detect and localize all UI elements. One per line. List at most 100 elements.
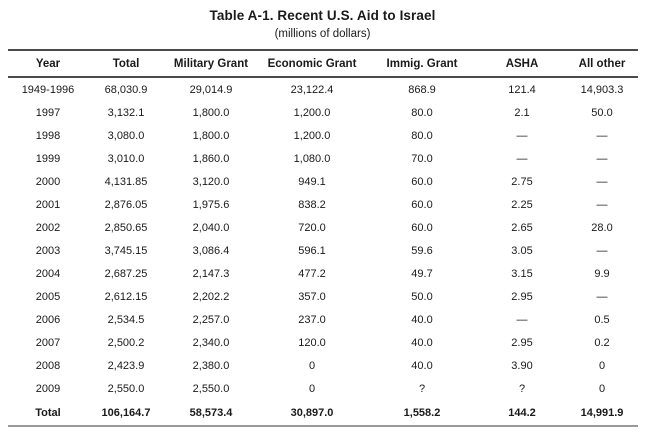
- value-cell-asha: 3.05: [511, 244, 533, 257]
- year-cell: 2001: [35, 198, 61, 211]
- total-label: Total: [8, 400, 88, 427]
- value-cell-economic-grant: 0: [308, 359, 316, 372]
- value-cell-total: 2,500.2: [107, 336, 145, 349]
- value-cell-all-other: —: [596, 152, 608, 165]
- value-cell-economic-grant: 237.0: [298, 313, 326, 326]
- value-cell-asha: —: [516, 129, 528, 142]
- value-cell-economic-grant: 23,122.4: [290, 83, 334, 96]
- table-row-2002: 2002 2,850.65 2,040.0 720.0 60.0 2.65 28.0: [8, 216, 638, 239]
- value-cell-total: 2,876.05: [104, 198, 148, 211]
- table-row-1997: 1997 3,132.1 1,800.0 1,200.0 80.0 2.1 50.0: [8, 101, 638, 124]
- value-cell-all-other: 0.2: [594, 336, 610, 349]
- table-row-2006: 2006 2,534.5 2,257.0 237.0 40.0 — 0.5: [8, 308, 638, 331]
- year-cell: 2003: [35, 244, 61, 257]
- value-cell-total: 2,850.65: [104, 221, 148, 234]
- header-row: Year Total Military Grant Economic Grant Imm…: [8, 49, 638, 78]
- value-cell-total: 2,612.15: [104, 290, 148, 303]
- table-body: 1949-1996 68,030.9 29,014.9 23,122.4 868.9 12…: [8, 77, 638, 400]
- value-cell-total: 3,745.15: [104, 244, 148, 257]
- total-value-immig-grant: 1,558.2: [366, 400, 478, 427]
- total-value-asha: 144.2: [478, 400, 566, 427]
- value-cell-all-other: 0.5: [594, 313, 610, 326]
- table-row-2007: 2007 2,500.2 2,340.0 120.0 40.0 2.95 0.2: [8, 331, 638, 354]
- value-cell-military-grant: 2,257.0: [192, 313, 230, 326]
- year-cell: 2007: [35, 336, 61, 349]
- value-cell-all-other: —: [596, 129, 608, 142]
- value-cell-asha: 2.75: [511, 175, 533, 188]
- table-row-2008: 2008 2,423.9 2,380.0 0 40.0 3.90 0: [8, 354, 638, 377]
- value-cell-immig-grant: ?: [418, 382, 426, 395]
- value-cell-total: 2,550.0: [107, 382, 145, 395]
- value-cell-military-grant: 2,340.0: [192, 336, 230, 349]
- column-header-military-grant: Military Grant: [164, 49, 258, 78]
- value-cell-economic-grant: 596.1: [298, 244, 326, 257]
- value-cell-economic-grant: 838.2: [298, 198, 326, 211]
- value-cell-immig-grant: 60.0: [411, 198, 433, 211]
- value-cell-asha: 3.90: [511, 359, 533, 372]
- value-cell-all-other: 50.0: [591, 106, 613, 119]
- value-cell-immig-grant: 80.0: [411, 129, 433, 142]
- value-cell-military-grant: 2,147.3: [192, 267, 230, 280]
- value-cell-economic-grant: 1,200.0: [293, 129, 331, 142]
- value-cell-military-grant: 3,120.0: [192, 175, 230, 188]
- year-cell: 2004: [35, 267, 61, 280]
- value-cell-asha: —: [516, 152, 528, 165]
- value-cell-all-other: 9.9: [594, 267, 610, 280]
- value-cell-total: 3,010.0: [107, 152, 145, 165]
- column-header-year: Year: [8, 49, 88, 78]
- year-cell: 2008: [35, 359, 61, 372]
- value-cell-immig-grant: 60.0: [411, 175, 433, 188]
- table-row-2004: 2004 2,687.25 2,147.3 477.2 49.7 3.15 9.9: [8, 262, 638, 285]
- table-title: Table A-1. Recent U.S. Aid to Israel: [209, 8, 436, 23]
- value-cell-military-grant: 2,380.0: [192, 359, 230, 372]
- value-cell-economic-grant: 120.0: [298, 336, 326, 349]
- value-cell-immig-grant: 59.6: [411, 244, 433, 257]
- value-cell-total: 2,423.9: [107, 359, 145, 372]
- value-cell-military-grant: 1,860.0: [192, 152, 230, 165]
- value-cell-total: 3,080.0: [107, 129, 145, 142]
- value-cell-military-grant: 3,086.4: [192, 244, 230, 257]
- column-header-all-other: All other: [566, 49, 638, 78]
- value-cell-military-grant: 1,975.6: [192, 198, 230, 211]
- value-cell-military-grant: 2,550.0: [192, 382, 230, 395]
- value-cell-immig-grant: 50.0: [411, 290, 433, 303]
- value-cell-total: 2,687.25: [104, 267, 148, 280]
- value-cell-all-other: —: [596, 175, 608, 188]
- total-value-military-grant: 58,573.4: [164, 400, 258, 427]
- value-cell-all-other: —: [596, 244, 608, 257]
- value-cell-economic-grant: 477.2: [298, 267, 326, 280]
- value-cell-asha: 121.4: [508, 83, 536, 96]
- value-cell-asha: 2.25: [511, 198, 533, 211]
- column-header-total: Total: [88, 49, 164, 78]
- year-cell: 1997: [35, 106, 61, 119]
- value-cell-military-grant: 2,202.2: [192, 290, 230, 303]
- value-cell-immig-grant: 40.0: [411, 313, 433, 326]
- value-cell-military-grant: 1,800.0: [192, 106, 230, 119]
- table-row-2009: 2009 2,550.0 2,550.0 0?? 0: [8, 377, 638, 400]
- year-cell: 1949-1996: [21, 83, 75, 96]
- total-value-economic-grant: 30,897.0: [258, 400, 366, 427]
- value-cell-asha: ?: [518, 382, 526, 395]
- year-cell: 2005: [35, 290, 61, 303]
- value-cell-total: 2,534.5: [107, 313, 145, 326]
- value-cell-economic-grant: 1,200.0: [293, 106, 331, 119]
- table-row-1998: 1998 3,080.0 1,800.0 1,200.0 80.0 — —: [8, 124, 638, 147]
- table-row-2000: 2000 4,131.85 3,120.0 949.1 60.0 2.75 —: [8, 170, 638, 193]
- value-cell-military-grant: 29,014.9: [189, 83, 233, 96]
- value-cell-immig-grant: 80.0: [411, 106, 433, 119]
- value-cell-economic-grant: 720.0: [298, 221, 326, 234]
- table-row-1949-1996: 1949-1996 68,030.9 29,014.9 23,122.4 868.9 12…: [8, 77, 638, 101]
- value-cell-immig-grant: 40.0: [411, 336, 433, 349]
- value-cell-all-other: 28.0: [591, 221, 613, 234]
- value-cell-asha: 2.95: [511, 290, 533, 303]
- value-cell-economic-grant: 0: [308, 382, 316, 395]
- year-cell: 2009: [35, 382, 61, 395]
- value-cell-total: 68,030.9: [104, 83, 148, 96]
- value-cell-total: 4,131.85: [104, 175, 148, 188]
- year-cell: 2000: [35, 175, 61, 188]
- value-cell-economic-grant: 1,080.0: [293, 152, 331, 165]
- value-cell-military-grant: 2,040.0: [192, 221, 230, 234]
- column-header-immig-grant: Immig. Grant: [366, 49, 478, 78]
- value-cell-all-other: —: [596, 198, 608, 211]
